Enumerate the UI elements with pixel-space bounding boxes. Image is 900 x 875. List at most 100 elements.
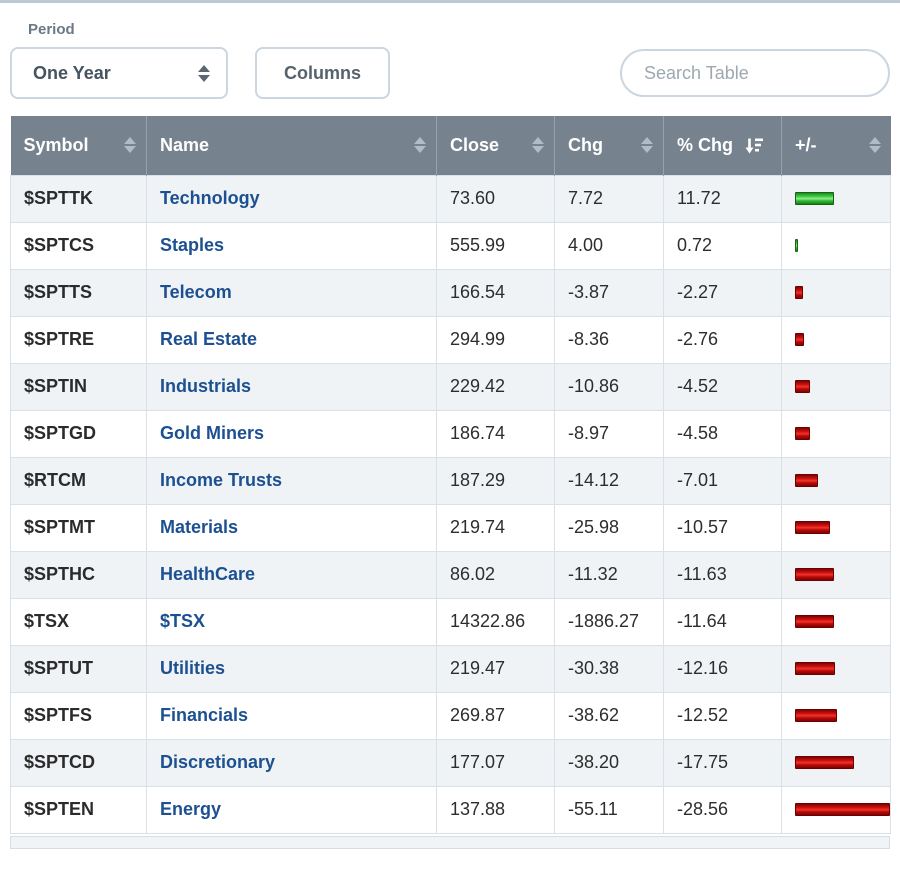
sector-table-wrap: Symbol Name Close bbox=[10, 116, 891, 834]
table-row: $SPTCS Staples 555.99 4.00 0.72 bbox=[10, 221, 891, 270]
cell-name: Energy bbox=[146, 785, 437, 834]
cell-pct-chg: -4.52 bbox=[663, 362, 782, 411]
sector-link[interactable]: Financials bbox=[160, 705, 249, 725]
sector-link[interactable]: Discretionary bbox=[160, 752, 276, 772]
table-row: $TSX $TSX 14322.86 -1886.27 -11.64 bbox=[10, 597, 891, 646]
sort-arrows-icon[interactable] bbox=[641, 137, 653, 154]
change-bar bbox=[795, 756, 854, 769]
cell-symbol: $SPTEN bbox=[10, 785, 147, 834]
cell-pct-chg: -4.58 bbox=[663, 409, 782, 458]
cell-close: 555.99 bbox=[436, 221, 555, 270]
sector-link[interactable]: Telecom bbox=[160, 282, 232, 302]
cell-symbol: $SPTFS bbox=[10, 691, 147, 740]
change-bar bbox=[795, 709, 837, 722]
sector-link[interactable]: Energy bbox=[160, 799, 222, 819]
cell-close: 137.88 bbox=[436, 785, 555, 834]
cell-chg: -14.12 bbox=[554, 456, 664, 505]
cell-name: Materials bbox=[146, 503, 437, 552]
cell-symbol: $SPTCS bbox=[10, 221, 147, 270]
cell-chg: -38.20 bbox=[554, 738, 664, 787]
toolbar: One Year Columns bbox=[10, 47, 890, 99]
column-header-pct-chg[interactable]: % Chg bbox=[663, 116, 782, 175]
sector-link[interactable]: Industrials bbox=[160, 376, 252, 396]
change-bar bbox=[795, 615, 834, 628]
cell-chg: -8.97 bbox=[554, 409, 664, 458]
cell-close: 73.60 bbox=[436, 174, 555, 223]
cell-symbol: $SPTMT bbox=[10, 503, 147, 552]
column-header-name[interactable]: Name bbox=[146, 116, 437, 175]
cell-name: $TSX bbox=[146, 597, 437, 646]
cell-chg: -55.11 bbox=[554, 785, 664, 834]
sector-link[interactable]: $TSX bbox=[160, 611, 206, 631]
search-input[interactable] bbox=[620, 49, 890, 97]
cell-pct-chg: -7.01 bbox=[663, 456, 782, 505]
cell-name: Telecom bbox=[146, 268, 437, 317]
column-header-chg[interactable]: Chg bbox=[554, 116, 664, 175]
cell-chg: 4.00 bbox=[554, 221, 664, 270]
sort-arrows-icon[interactable] bbox=[124, 137, 136, 154]
change-bar bbox=[795, 474, 818, 487]
change-bar bbox=[795, 568, 834, 581]
sector-link[interactable]: Gold Miners bbox=[160, 423, 265, 443]
cell-close: 229.42 bbox=[436, 362, 555, 411]
sort-arrows-icon[interactable] bbox=[414, 137, 426, 154]
sort-arrows-icon[interactable] bbox=[532, 137, 544, 154]
sector-link[interactable]: Materials bbox=[160, 517, 239, 537]
header-row: Symbol Name Close bbox=[10, 116, 891, 175]
cell-name: Technology bbox=[146, 174, 437, 223]
cell-close: 186.74 bbox=[436, 409, 555, 458]
change-bar bbox=[795, 192, 834, 205]
cell-symbol: $SPTGD bbox=[10, 409, 147, 458]
table-row: $SPTHC HealthCare 86.02 -11.32 -11.63 bbox=[10, 550, 891, 599]
cell-close: 166.54 bbox=[436, 268, 555, 317]
sector-table: Symbol Name Close bbox=[10, 116, 891, 834]
cell-chg: -10.86 bbox=[554, 362, 664, 411]
sector-link[interactable]: Staples bbox=[160, 235, 225, 255]
cell-pct-chg: 0.72 bbox=[663, 221, 782, 270]
cell-chg: -30.38 bbox=[554, 644, 664, 693]
sector-link[interactable]: Utilities bbox=[160, 658, 226, 678]
column-header-close[interactable]: Close bbox=[436, 116, 555, 175]
cell-chg: -25.98 bbox=[554, 503, 664, 552]
column-header-symbol[interactable]: Symbol bbox=[10, 116, 147, 175]
cell-chg: 7.72 bbox=[554, 174, 664, 223]
table-footer bbox=[10, 835, 890, 849]
column-header-plus-minus[interactable]: +/- bbox=[781, 116, 891, 175]
cell-bar bbox=[781, 221, 891, 270]
cell-symbol: $SPTHC bbox=[10, 550, 147, 599]
cell-close: 14322.86 bbox=[436, 597, 555, 646]
cell-pct-chg: -10.57 bbox=[663, 503, 782, 552]
change-bar bbox=[795, 803, 890, 816]
sector-link[interactable]: HealthCare bbox=[160, 564, 256, 584]
cell-symbol: $SPTUT bbox=[10, 644, 147, 693]
period-label: Period bbox=[28, 21, 75, 38]
sort-arrows-icon[interactable] bbox=[868, 137, 881, 154]
table-row: $SPTEN Energy 137.88 -55.11 -28.56 bbox=[10, 785, 891, 834]
cell-bar bbox=[781, 503, 891, 552]
table-row: $SPTUT Utilities 219.47 -30.38 -12.16 bbox=[10, 644, 891, 693]
sector-link[interactable]: Income Trusts bbox=[160, 470, 283, 490]
cell-name: Discretionary bbox=[146, 738, 437, 787]
sort-descending-icon[interactable] bbox=[745, 137, 764, 154]
table-row: $SPTCD Discretionary 177.07 -38.20 -17.7… bbox=[10, 738, 891, 787]
period-select[interactable]: One Year bbox=[10, 47, 228, 99]
table-row: $SPTFS Financials 269.87 -38.62 -12.52 bbox=[10, 691, 891, 740]
cell-pct-chg: -11.64 bbox=[663, 597, 782, 646]
table-row: $SPTTK Technology 73.60 7.72 11.72 bbox=[10, 174, 891, 223]
cell-name: Industrials bbox=[146, 362, 437, 411]
cell-bar bbox=[781, 691, 891, 740]
cell-close: 86.02 bbox=[436, 550, 555, 599]
sector-link[interactable]: Real Estate bbox=[160, 329, 258, 349]
cell-name: Financials bbox=[146, 691, 437, 740]
cell-bar bbox=[781, 174, 891, 223]
cell-name: HealthCare bbox=[146, 550, 437, 599]
cell-symbol: $SPTTS bbox=[10, 268, 147, 317]
change-bar bbox=[795, 239, 798, 252]
cell-chg: -3.87 bbox=[554, 268, 664, 317]
sector-link[interactable]: Technology bbox=[160, 188, 260, 208]
change-bar bbox=[795, 286, 803, 299]
cell-name: Utilities bbox=[146, 644, 437, 693]
cell-name: Income Trusts bbox=[146, 456, 437, 505]
columns-button[interactable]: Columns bbox=[255, 47, 390, 99]
table-row: $SPTMT Materials 219.74 -25.98 -10.57 bbox=[10, 503, 891, 552]
